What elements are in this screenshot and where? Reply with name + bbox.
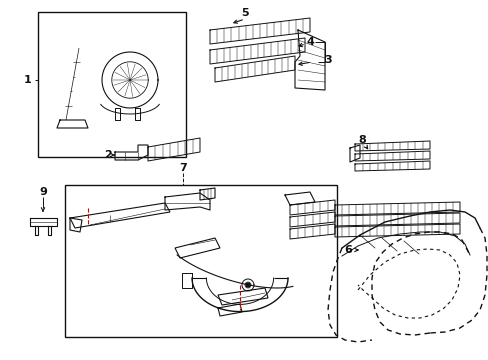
Polygon shape	[245, 283, 249, 287]
Bar	[38, 12, 185, 157]
Polygon shape	[70, 203, 170, 228]
Polygon shape	[218, 288, 267, 305]
Bar	[65, 185, 336, 337]
Text: 4: 4	[305, 37, 313, 47]
Text: 1: 1	[24, 75, 32, 85]
Text: 3: 3	[324, 55, 331, 65]
Text: 6: 6	[344, 245, 351, 255]
Text: 2: 2	[104, 150, 112, 160]
Text: 5: 5	[241, 8, 248, 18]
Text: 8: 8	[357, 135, 365, 145]
Polygon shape	[60, 48, 85, 120]
Text: 7: 7	[179, 163, 186, 173]
Text: 9: 9	[39, 187, 47, 197]
Polygon shape	[175, 238, 220, 258]
